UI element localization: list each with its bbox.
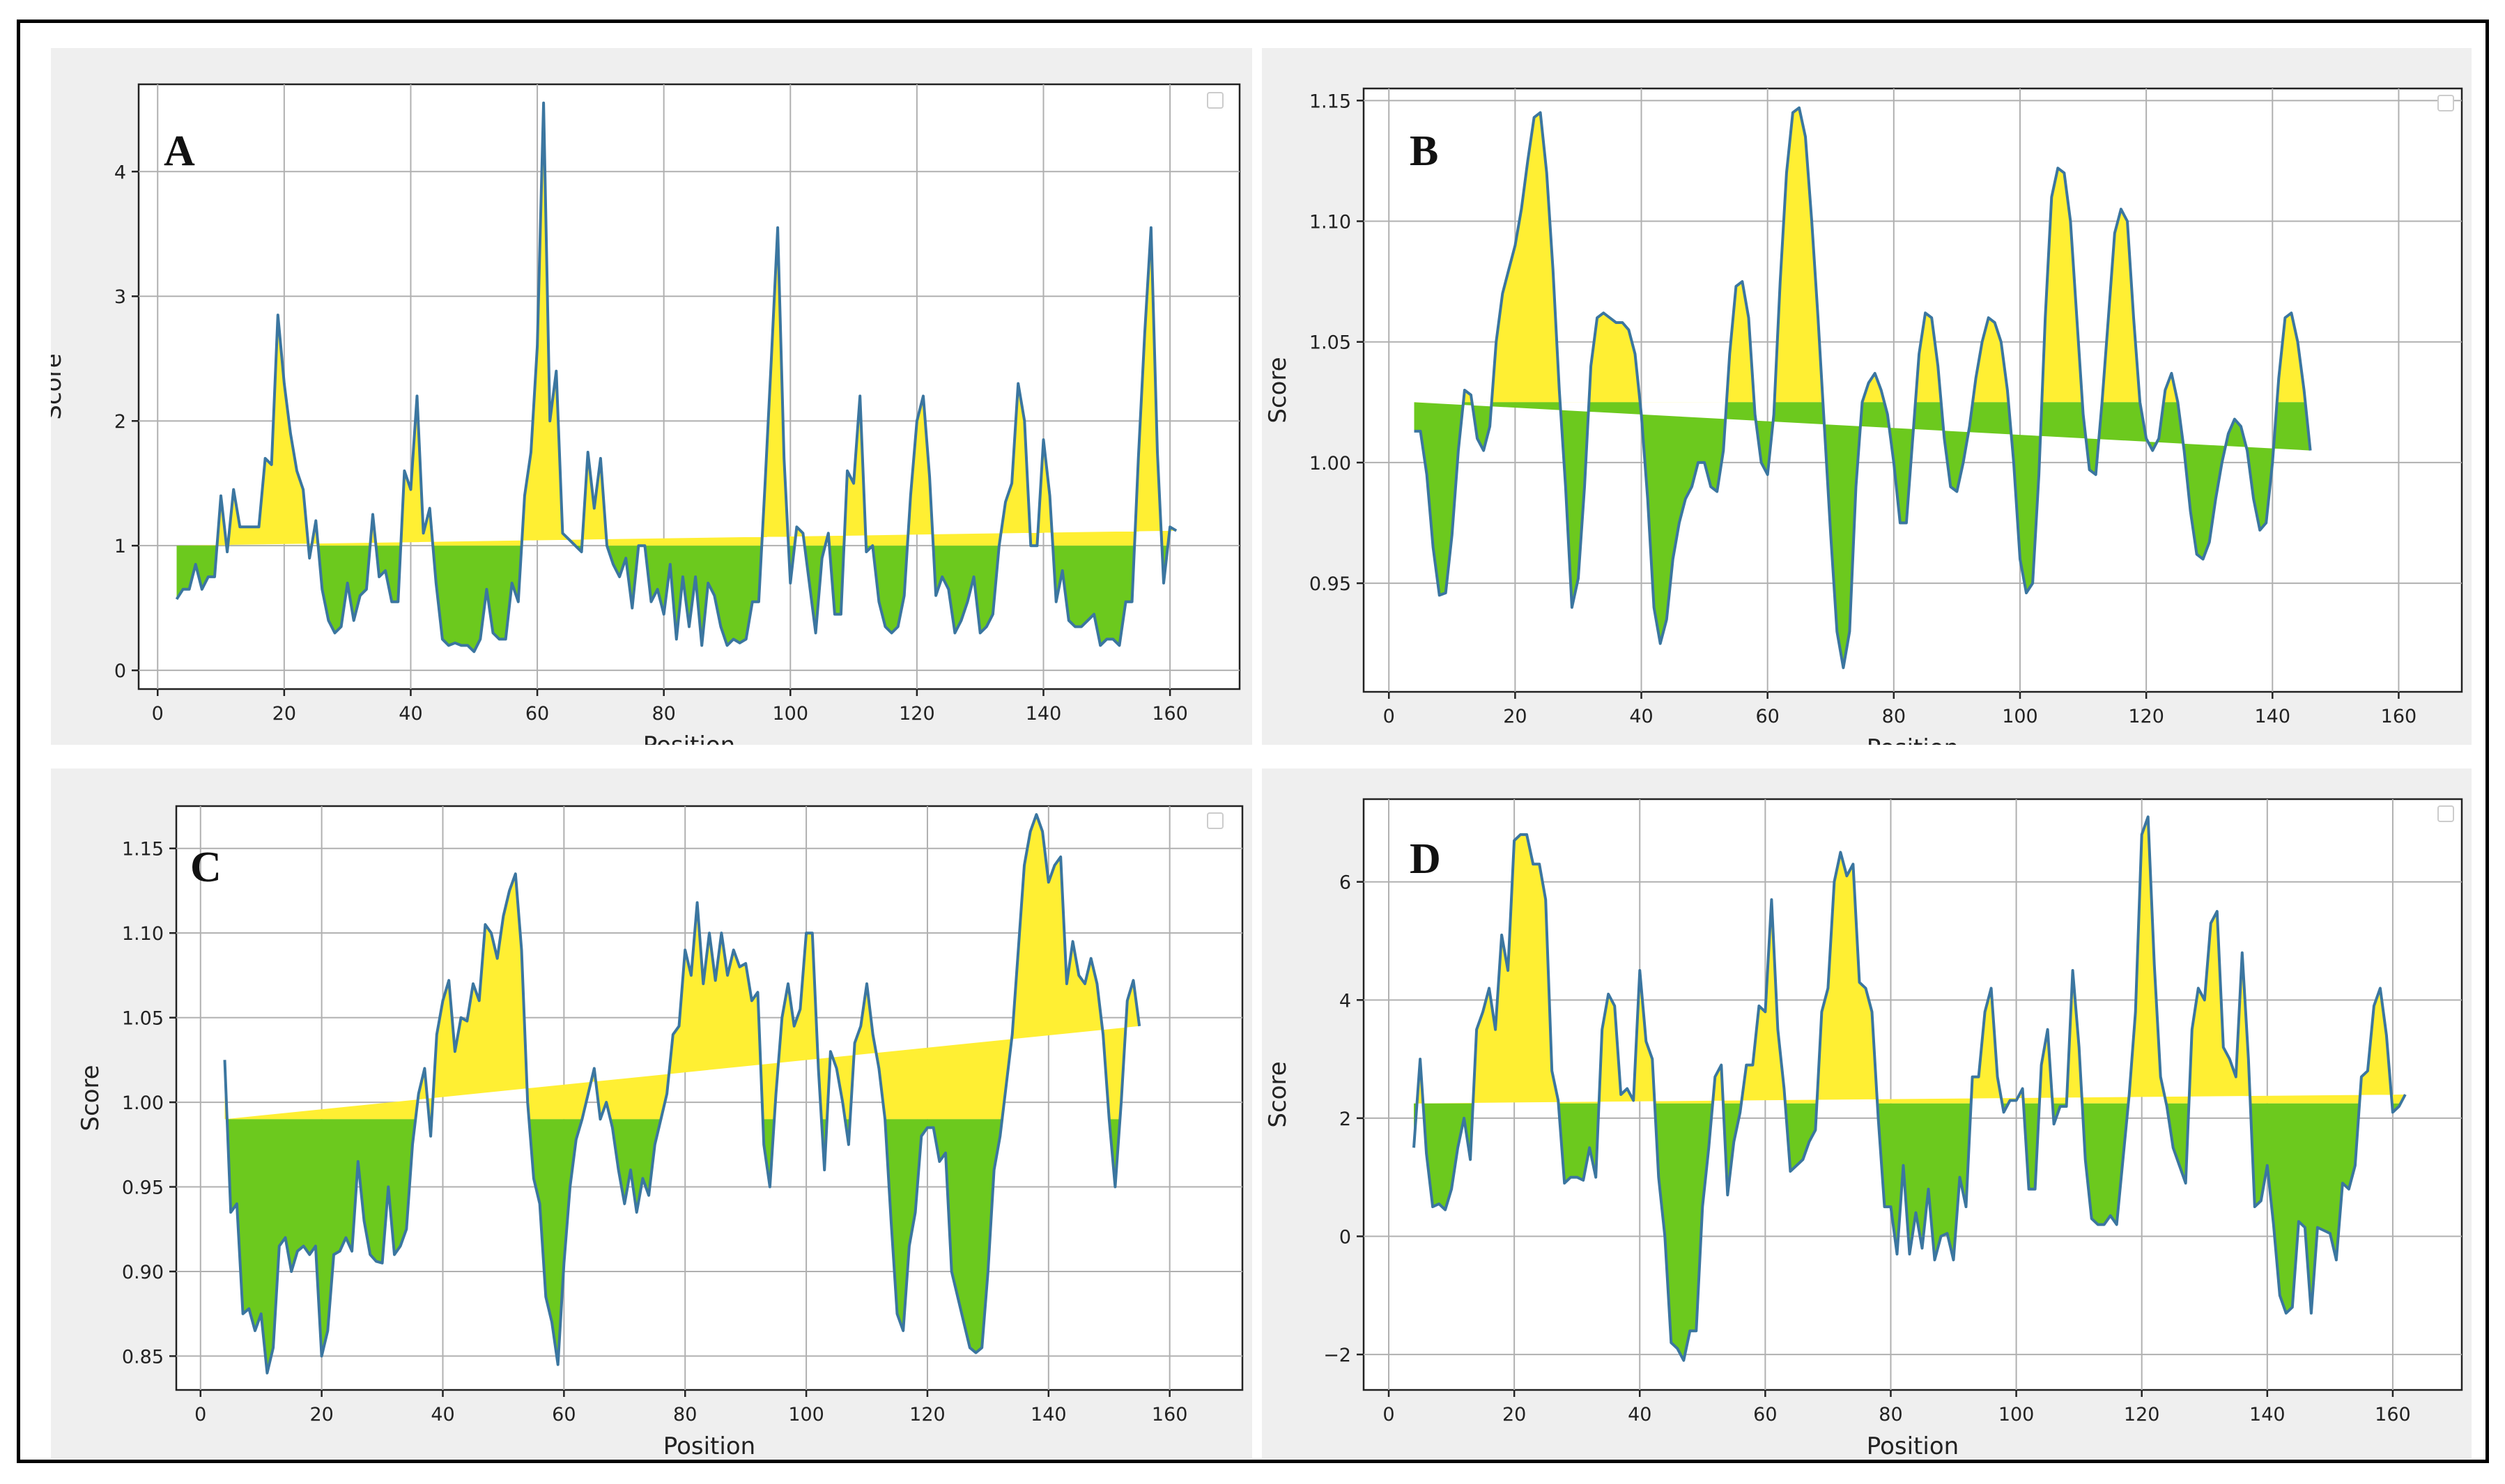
x-axis-label: Position [643,732,735,745]
fill-above-threshold [176,102,1177,546]
chart-svg: 0 20 40 60 80 100 120 140 160 −2 0 2 4 6 D Position Scor… [1264,798,2463,1458]
y-tick-label: 0 [114,660,126,682]
x-tick-label: 40 [1629,706,1653,727]
x-tick-label: 60 [525,703,549,725]
score-line [223,813,1141,1375]
panel-letter: B [1410,127,1438,175]
x-tick-label: 40 [399,703,422,725]
x-tick-label: 120 [899,703,935,725]
chart-svg: 0 20 40 60 80 100 120 140 160 0.95 1.00 1.05 1.10 1.1… [1264,87,2463,745]
plot-area [175,805,1244,1391]
x-tick-label: 40 [431,1404,454,1425]
x-tick-label: 40 [1628,1404,1651,1425]
x-tick-label: 160 [1152,703,1188,725]
panel-a: 0 20 40 60 80 100 120 140 160 0 1 2 3 4 A Position Score [51,48,1252,745]
x-tick-label: 80 [652,703,675,725]
y-tick-label: 1 [114,536,126,557]
y-tick-label: 3 [114,286,126,308]
x-tick-label: 160 [1152,1404,1188,1425]
x-axis-label: Position [1867,734,1959,745]
y-tick-label: 2 [114,411,126,433]
y-tick-label: 0.85 [122,1346,164,1368]
score-line [175,101,1178,654]
legend-box [2437,805,2454,822]
x-tick-label: 20 [1502,1404,1526,1425]
x-tick-label: 60 [1753,1404,1777,1425]
x-tick-label: 100 [788,1404,824,1425]
y-axis-label: Score [77,1065,105,1131]
x-tick-label: 140 [1031,1404,1067,1425]
x-tick-label: 100 [773,703,809,725]
x-tick-label: 140 [2255,706,2291,727]
y-tick-label: 1.00 [122,1092,164,1114]
x-tick-label: 140 [2249,1404,2286,1425]
legend-box [2437,95,2454,111]
y-axis-label: Score [1264,357,1292,423]
x-tick-label: 160 [2381,706,2417,727]
y-tick-label: 2 [1339,1108,1351,1130]
y-axis-label: Score [1264,1061,1292,1127]
y-tick-label: 4 [114,162,126,183]
x-tick-label: 160 [2375,1404,2411,1425]
x-tick-label: 80 [1879,1404,1902,1425]
chart-svg: 0 20 40 60 80 100 120 140 160 0.85 0.90 0.95 1.00 1.0… [77,805,1244,1458]
fill-below-threshold [1414,1103,2405,1361]
x-tick-label: 20 [1503,706,1527,727]
y-tick-label: 4 [1339,990,1351,1012]
x-tick-label: 0 [194,1404,206,1425]
x-tick-label: 20 [309,1404,333,1425]
x-tick-label: 140 [1026,703,1062,725]
y-tick-label: 1.10 [122,923,164,945]
y-tick-label: 0.95 [122,1177,164,1199]
legend-box [1207,92,1224,109]
panel-letter: A [164,127,195,175]
figure-frame: 02040608010012014016001234APositionScore… [17,20,2489,1463]
chart-svg: 0 20 40 60 80 100 120 140 160 0 1 2 3 4 A Position Score [51,83,1241,745]
x-tick-label: 120 [2124,1404,2160,1425]
x-tick-label: 100 [2002,706,2038,727]
y-axis-label: Score [51,353,67,419]
y-tick-label: 1.00 [1309,453,1351,474]
score-line [1414,106,2312,670]
panel-b: 0 20 40 60 80 100 120 140 160 0.95 1.00 1.05 1.10 1.1… [1262,48,2472,745]
y-tick-label: 1.15 [122,839,164,860]
y-tick-label: −2 [1323,1345,1351,1366]
x-tick-label: 80 [1882,706,1906,727]
legend-box [1207,812,1224,829]
y-tick-label: 1.05 [1309,332,1351,354]
x-tick-label: 60 [552,1404,576,1425]
y-tick-label: 0.90 [122,1262,164,1283]
x-tick-label: 20 [272,703,296,725]
x-axis-label: Position [663,1432,755,1458]
x-tick-label: 0 [152,703,164,725]
score-line [1412,815,2407,1362]
y-tick-label: 1.05 [122,1008,164,1030]
panel-c: 0 20 40 60 80 100 120 140 160 0.85 0.90 0.95 1.00 1.0… [51,768,1252,1458]
y-tick-label: 6 [1339,872,1351,894]
panel-letter: D [1410,835,1441,883]
x-tick-label: 60 [1755,706,1779,727]
y-tick-label: 1.15 [1309,91,1351,112]
y-tick-label: 0.95 [1309,573,1351,595]
x-tick-label: 80 [673,1404,697,1425]
panel-d: 0 20 40 60 80 100 120 140 160 −2 0 2 4 6 D Position Scor… [1262,768,2472,1458]
x-axis-label: Position [1867,1432,1959,1458]
x-tick-label: 120 [909,1404,946,1425]
y-tick-label: 1.10 [1309,212,1351,233]
x-tick-label: 0 [1383,706,1395,727]
x-tick-label: 100 [1998,1404,2035,1425]
fill-below-threshold [176,546,1177,652]
fill-above-threshold [1414,107,2311,403]
x-tick-label: 120 [2128,706,2164,727]
panel-letter: C [190,844,222,891]
x-tick-label: 0 [1382,1404,1394,1425]
y-tick-label: 0 [1339,1227,1351,1249]
fill-below-threshold [224,1119,1140,1373]
